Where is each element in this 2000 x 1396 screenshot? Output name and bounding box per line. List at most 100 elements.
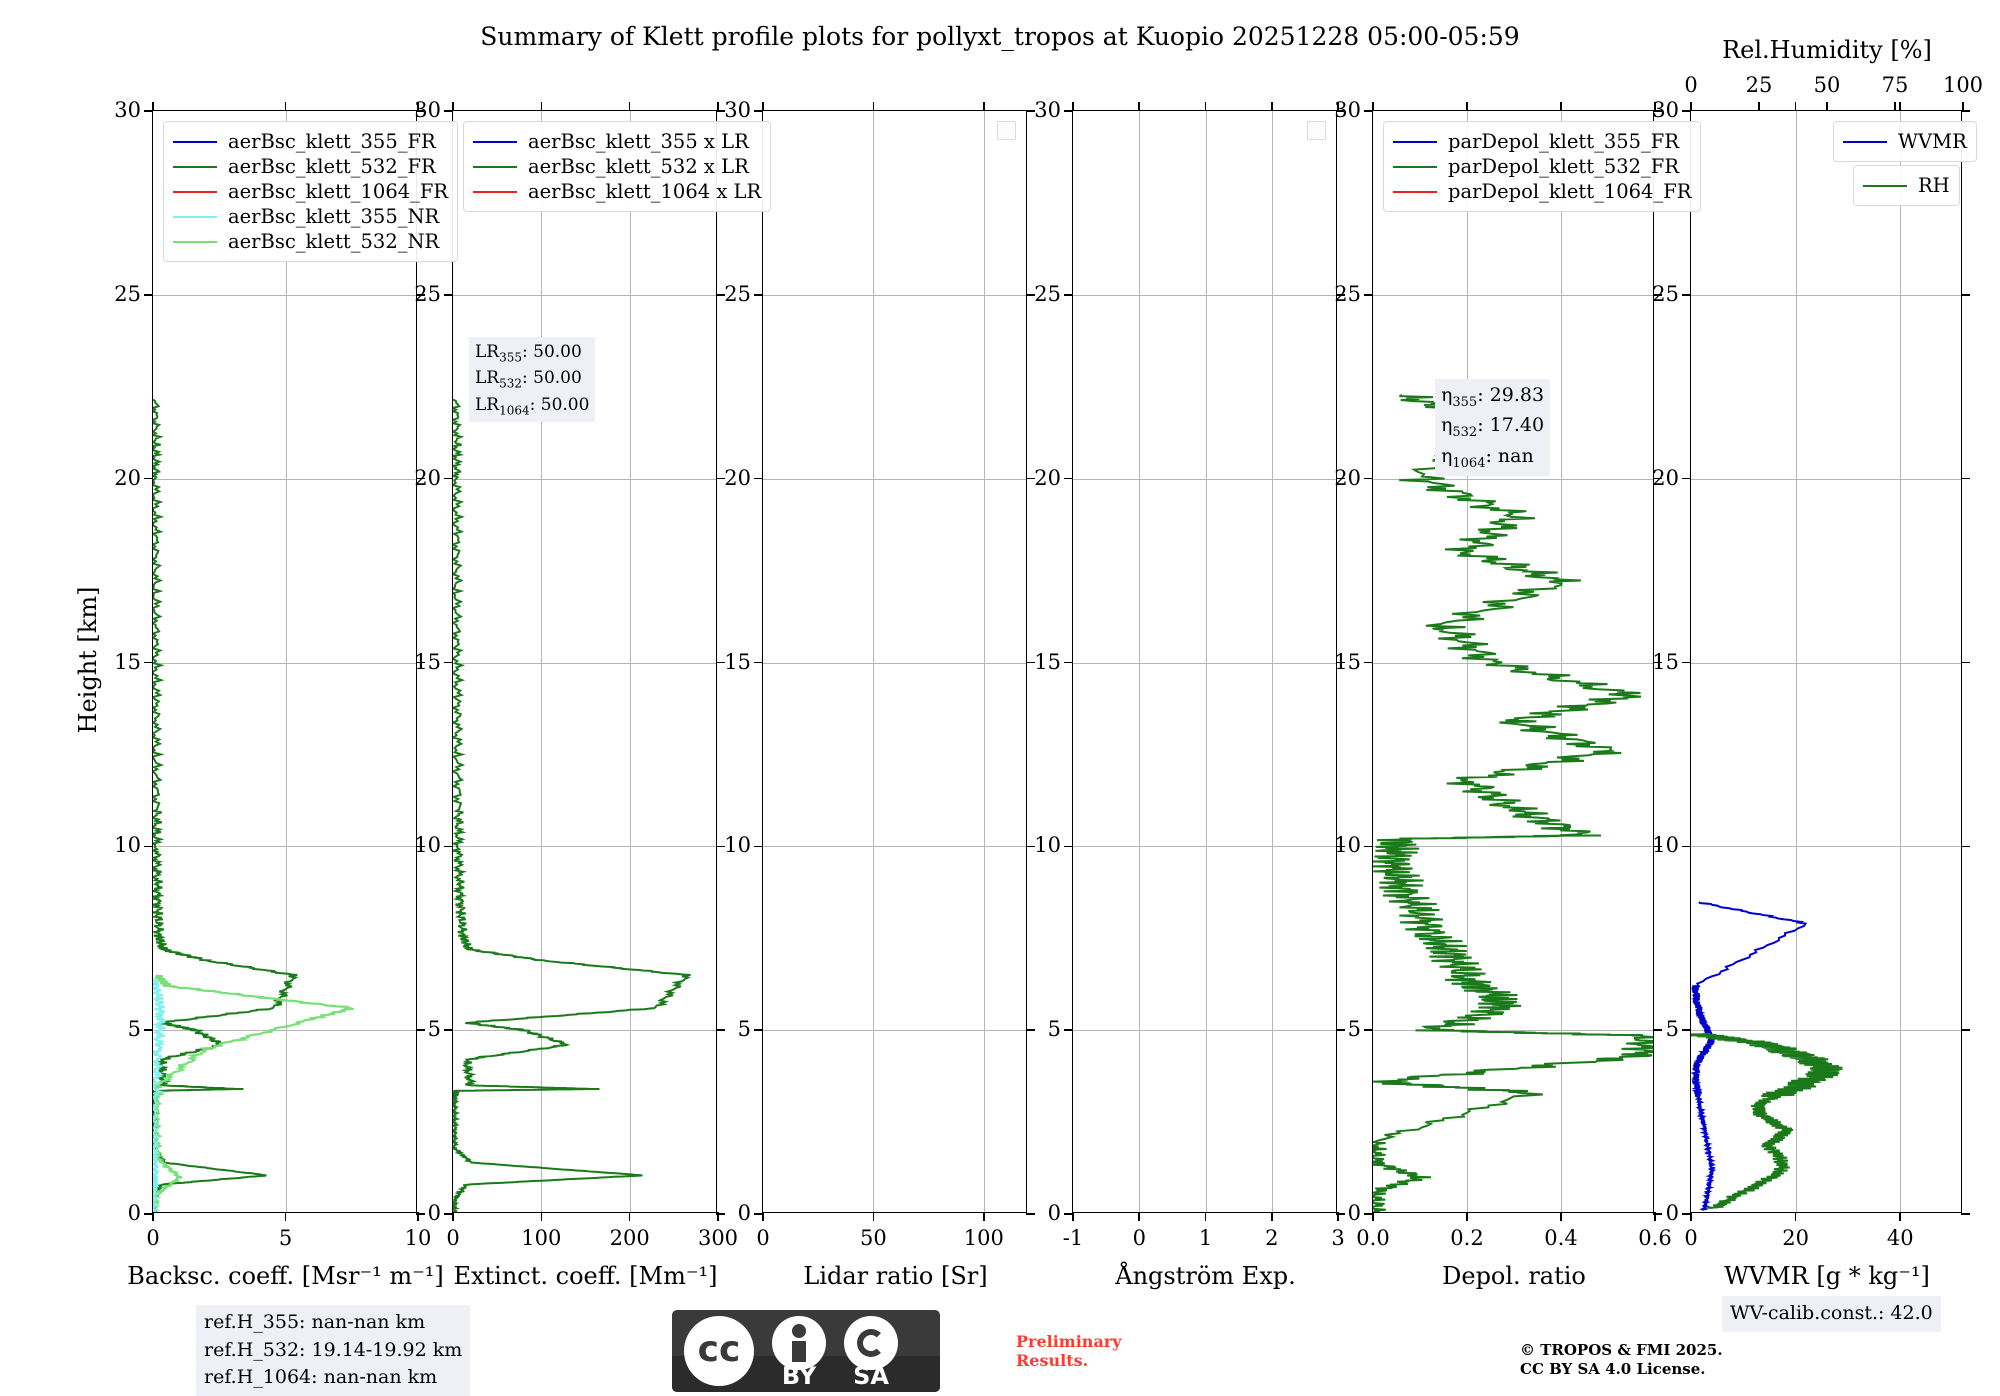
wv-calib-const-box: WV-calib.const.: 42.0: [1722, 1296, 1941, 1332]
annotation-line: η1064: nan: [1441, 444, 1534, 471]
legend-item[interactable]: parDepol_klett_1064_FR: [1393, 179, 1691, 204]
x-tick-mark: [284, 102, 287, 111]
gridline-horizontal: [763, 294, 1026, 296]
annotation-line: LR532: 50.00: [475, 368, 582, 391]
legend-backscatter[interactable]: aerBsc_klett_355_FR aerBsc_klett_532_FR ae…: [163, 121, 459, 262]
y-tick-label: 10: [414, 833, 441, 858]
legend-label: aerBsc_klett_1064 x LR: [528, 179, 762, 203]
y-tick-mark: [754, 845, 763, 848]
legend-item[interactable]: aerBsc_klett_532_FR: [173, 154, 448, 179]
legend-swatch: [1393, 140, 1437, 143]
x-tick-label: 0: [756, 1226, 770, 1250]
y-tick-mark: [444, 110, 453, 112]
page-title: Summary of Klett profile plots for polly…: [480, 22, 1520, 51]
panel-extinction: 0 5 10 15 20 25 30 0 100 200 300 Extinct. coeff. [M…: [414, 98, 772, 1290]
x-tick-mark: [1138, 102, 1141, 111]
legend-item[interactable]: aerBsc_klett_355_FR: [173, 129, 448, 154]
legend-item[interactable]: aerBsc_klett_1064_FR: [173, 179, 448, 204]
y-tick-mark: [416, 661, 425, 664]
y-tick-mark: [416, 1029, 425, 1031]
y-tick-label: 0: [1347, 1201, 1361, 1225]
annotation-line: η532: 17.40: [1441, 414, 1545, 441]
y-tick-mark: [1653, 477, 1662, 480]
x-tick-mark: [1654, 1212, 1656, 1221]
y-tick-mark: [1961, 477, 1970, 480]
y-tick-label: 15: [414, 649, 441, 674]
y-tick-mark: [1064, 294, 1073, 296]
y-tick-mark: [1961, 661, 1970, 664]
y-tick-mark: [1364, 1213, 1373, 1215]
legend-extinction[interactable]: aerBsc_klett_355 x LR aerBsc_klett_532 x …: [463, 121, 772, 212]
by-label: BY: [781, 1362, 817, 1390]
y-tick-mark: [1064, 845, 1073, 848]
x-tick-label: 0: [446, 1226, 460, 1250]
legend-label: parDepol_klett_1064_FR: [1448, 179, 1692, 203]
legend-item[interactable]: parDepol_klett_532_FR: [1393, 154, 1691, 179]
y-tick-mark: [144, 110, 153, 112]
x-tick-mark: [1204, 1212, 1207, 1221]
gridline-horizontal: [453, 478, 716, 480]
gridline-horizontal: [1373, 846, 1653, 848]
rh-x-tick-label: 0: [1684, 73, 1698, 97]
y-tick-mark: [144, 294, 153, 296]
preliminary-results-note: Preliminary Results.: [1016, 1332, 1122, 1370]
y-tick-mark: [144, 477, 153, 480]
rh-x-tick-mark: [1826, 102, 1828, 111]
x-tick-mark: [152, 1212, 154, 1221]
person-icon: [792, 1324, 806, 1338]
gridline-horizontal: [153, 1030, 416, 1032]
x-tick-mark: [1337, 1212, 1339, 1221]
y-tick-mark: [1682, 477, 1691, 480]
sa-label: SA: [853, 1362, 889, 1390]
empty-legend-box-lidar-ratio[interactable]: [997, 121, 1016, 140]
series-aerBsc_klett_355_NR: [153, 978, 166, 1212]
y-tick-label: 15: [1652, 649, 1679, 674]
y-tick-label: 25: [1034, 281, 1061, 306]
gridline-vertical: [285, 111, 287, 1212]
gridline-horizontal: [1073, 662, 1336, 664]
annotation-extinction: LR355: 50.00 LR532: 50.00 LR1064: 50.00: [469, 337, 596, 423]
x-tick-mark: [1560, 1212, 1562, 1221]
legend-item[interactable]: aerBsc_klett_532 x LR: [473, 154, 761, 179]
share-alike-icon: [857, 1329, 885, 1357]
y-tick-label: 30: [114, 98, 141, 122]
y-tick-mark: [1064, 661, 1073, 664]
legend-item[interactable]: aerBsc_klett_532_NR: [173, 229, 448, 254]
empty-legend-box-angstrom[interactable]: [1307, 121, 1326, 140]
y-tick-mark: [1064, 110, 1073, 112]
legend-wvmr-rh-1[interactable]: RH: [1853, 165, 1960, 206]
y-tick-mark: [416, 294, 425, 296]
y-tick-mark: [1364, 1029, 1373, 1031]
gridline-vertical: [1900, 111, 1902, 1212]
legend-item[interactable]: parDepol_klett_355_FR: [1393, 129, 1691, 154]
series-aerBsc_klett_532_FR: [153, 398, 299, 1212]
cc-license-badge[interactable]: cc BY SA: [672, 1310, 940, 1392]
panel-wvmr-rh: 0 5 10 15 20 25 30 0 20 40 WVMR [g * kg⁻¹] 0 25 50 75 1…: [1652, 36, 1983, 1290]
gridline-horizontal: [763, 478, 1026, 480]
y-tick-mark: [716, 294, 725, 296]
legend-swatch: [1863, 184, 1907, 187]
y-tick-mark: [144, 845, 153, 848]
legend-swatch: [1843, 140, 1887, 143]
y-tick-mark: [716, 477, 725, 480]
y-tick-mark: [1026, 845, 1035, 848]
rh-x-tick-label: 50: [1813, 73, 1841, 97]
y-tick-mark: [1026, 294, 1035, 296]
legend-item[interactable]: aerBsc_klett_355 x LR: [473, 129, 761, 154]
plot-area-depolarization: [1373, 111, 1653, 1212]
legend-depolarization[interactable]: parDepol_klett_355_FR parDepol_klett_532_…: [1383, 121, 1702, 212]
y-tick-label: 15: [724, 649, 751, 674]
y-tick-mark: [1026, 661, 1035, 664]
legend-item[interactable]: aerBsc_klett_1064 x LR: [473, 179, 761, 204]
x-tick-mark: [1794, 1212, 1797, 1221]
y-tick-label: 25: [1652, 281, 1679, 306]
y-tick-mark: [1064, 1029, 1073, 1031]
legend-wvmr-rh-0[interactable]: WVMR: [1833, 121, 1977, 162]
legend-label: aerBsc_klett_355_FR: [228, 129, 436, 153]
x-tick-mark: [1560, 102, 1562, 111]
x-tick-label: 0: [1132, 1226, 1146, 1250]
y-tick-label: 30: [1034, 98, 1061, 122]
y-tick-label: 30: [414, 98, 441, 122]
refh-1064: ref.H_1064: nan-nan km: [204, 1366, 438, 1389]
legend-item[interactable]: aerBsc_klett_355_NR: [173, 204, 448, 229]
